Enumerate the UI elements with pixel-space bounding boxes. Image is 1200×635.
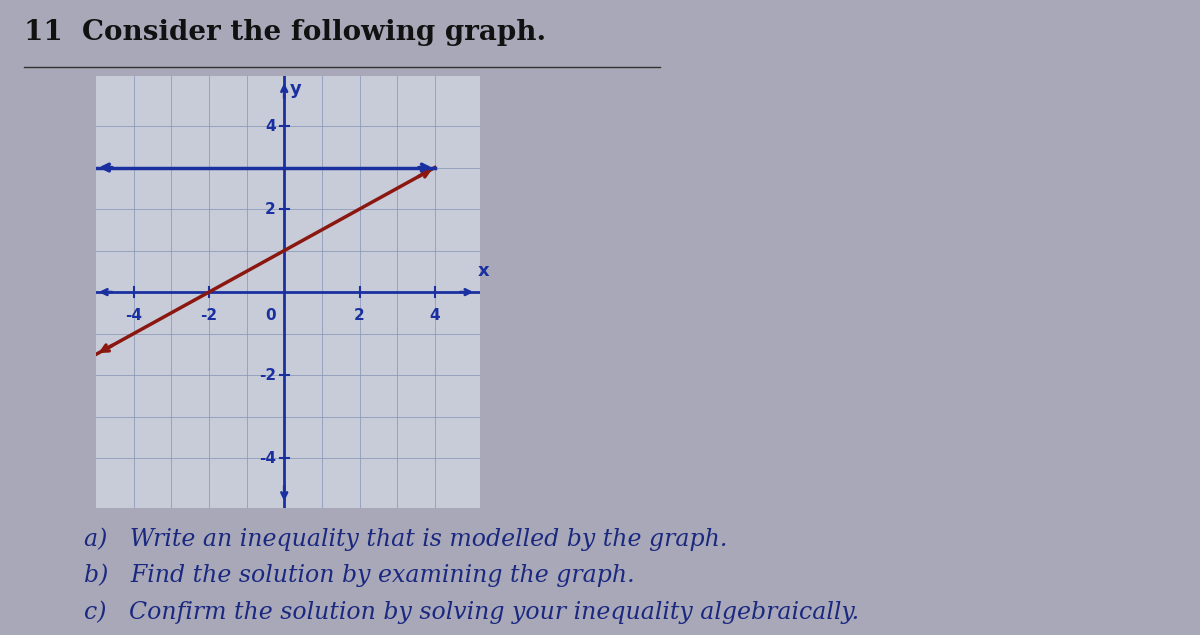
Text: 2: 2 (354, 308, 365, 323)
Text: 2: 2 (265, 201, 276, 217)
Text: x: x (478, 262, 490, 279)
Text: b)   Find the solution by examining the graph.: b) Find the solution by examining the gr… (84, 564, 635, 587)
Text: -4: -4 (125, 308, 142, 323)
Text: 11  Consider the following graph.: 11 Consider the following graph. (24, 19, 546, 46)
Text: 0: 0 (265, 308, 276, 323)
Text: -4: -4 (259, 451, 276, 465)
Text: -2: -2 (259, 368, 276, 383)
Text: a)   Write an inequality that is modelled by the graph.: a) Write an inequality that is modelled … (84, 527, 727, 551)
Text: c)   Confirm the solution by solving your inequality algebraically.: c) Confirm the solution by solving your … (84, 601, 859, 624)
Text: 4: 4 (265, 119, 276, 133)
Text: 4: 4 (430, 308, 440, 323)
Text: -2: -2 (200, 308, 217, 323)
Text: y: y (290, 81, 301, 98)
